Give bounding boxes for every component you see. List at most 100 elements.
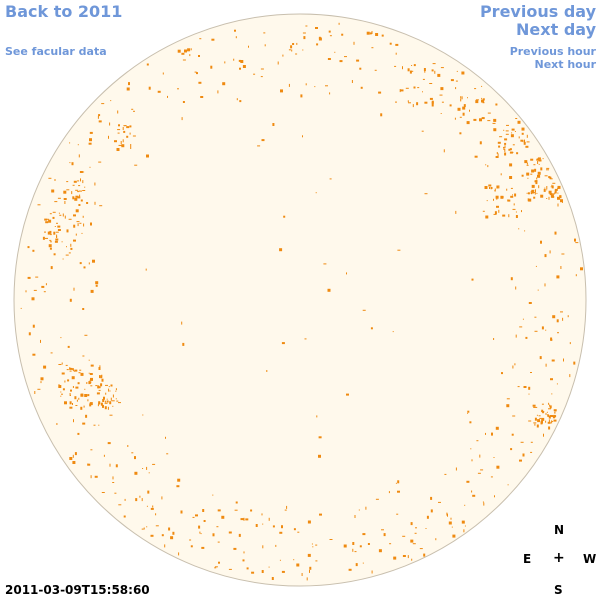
facula-speck [37, 204, 41, 206]
facula-speck [90, 289, 94, 293]
facula-speck [351, 80, 353, 83]
facula-speck [52, 211, 56, 213]
facula-speck [51, 189, 55, 193]
facula-speck [81, 393, 84, 397]
facula-speck [214, 566, 218, 568]
facula-speck [544, 187, 546, 189]
facula-speck [161, 496, 163, 500]
facula-speck [73, 287, 75, 291]
facula-speck [44, 231, 46, 233]
next-hour-link[interactable]: Next hour [534, 58, 597, 71]
facula-speck [512, 144, 515, 146]
facula-speck [527, 177, 529, 179]
facula-speck [87, 463, 91, 466]
facula-speck [82, 308, 85, 310]
facula-speck [79, 171, 83, 173]
facula-speck [126, 87, 130, 91]
facula-speck [32, 353, 36, 356]
facula-speck [528, 393, 530, 395]
facula-speck [512, 208, 516, 210]
facula-speck [166, 453, 169, 455]
previous-hour-link[interactable]: Previous hour [509, 45, 596, 58]
facula-speck [318, 37, 322, 41]
facula-speck [135, 498, 138, 502]
facula-speck [546, 169, 549, 171]
facula-speck [535, 265, 537, 267]
facula-speck [525, 145, 529, 148]
facula-speck [550, 378, 553, 381]
facula-speck [72, 196, 75, 200]
facula-speck [550, 194, 554, 198]
facula-speck [540, 240, 542, 244]
facula-speck [80, 372, 84, 376]
facula-speck [49, 241, 52, 243]
facula-speck [97, 404, 99, 407]
facula-speck [148, 86, 151, 90]
facula-speck [236, 98, 238, 101]
facula-speck [328, 30, 331, 33]
facula-speck [89, 166, 91, 168]
facula-speck [69, 370, 72, 372]
facula-speck [62, 213, 64, 217]
facula-speck [54, 179, 56, 181]
facula-speck [47, 218, 50, 220]
facula-speck [555, 409, 557, 412]
facula-speck [548, 402, 550, 405]
facula-speck [77, 223, 79, 227]
facula-speck [512, 194, 513, 196]
facula-speck [233, 547, 237, 550]
facula-speck [454, 117, 456, 120]
facula-speck [356, 59, 360, 62]
facula-speck [470, 448, 472, 450]
facula-speck [554, 411, 556, 413]
facula-speck [550, 338, 553, 341]
back-to-year-link[interactable]: Back to 2011 [5, 2, 123, 21]
facula-speck [528, 198, 532, 202]
see-facular-data-link[interactable]: See facular data [5, 45, 107, 58]
facula-speck [541, 326, 544, 330]
facula-speck [319, 513, 322, 516]
facula-speck [414, 532, 417, 534]
facula-speck [473, 118, 477, 121]
facula-speck [67, 379, 70, 382]
previous-day-link[interactable]: Previous day [479, 2, 596, 21]
facula-speck [96, 392, 100, 395]
facula-speck [80, 406, 83, 410]
facula-speck [234, 509, 238, 511]
facula-speck [71, 191, 73, 195]
facula-speck [74, 396, 77, 400]
next-day-link[interactable]: Next day [516, 20, 596, 39]
facula-speck [329, 35, 332, 37]
facula-speck [130, 144, 132, 146]
facula-speck [126, 135, 129, 138]
facula-speck [488, 184, 492, 187]
facula-speck [89, 138, 92, 142]
facula-speck [481, 117, 485, 120]
facula-speck [485, 432, 486, 435]
facula-speck [67, 345, 70, 348]
facula-speck [402, 66, 403, 70]
facula-speck [483, 502, 485, 506]
facula-speck [60, 395, 62, 397]
facula-speck [102, 399, 105, 402]
facula-speck [389, 42, 392, 45]
facula-speck [283, 215, 286, 218]
facula-speck [74, 197, 78, 201]
facula-speck [352, 542, 355, 545]
facula-speck [307, 553, 311, 557]
facula-speck [64, 215, 66, 219]
facula-speck [72, 454, 74, 458]
facula-speck [543, 433, 544, 437]
facula-speck [443, 149, 445, 153]
facula-speck [72, 368, 74, 371]
facula-speck [369, 32, 372, 35]
facula-speck [495, 426, 499, 430]
facula-speck [81, 232, 83, 234]
facula-speck [57, 197, 61, 199]
facula-speck [40, 377, 44, 381]
facula-speck [89, 131, 93, 134]
facula-speck [73, 214, 76, 217]
facula-speck [499, 136, 503, 138]
facula-speck [554, 190, 557, 194]
